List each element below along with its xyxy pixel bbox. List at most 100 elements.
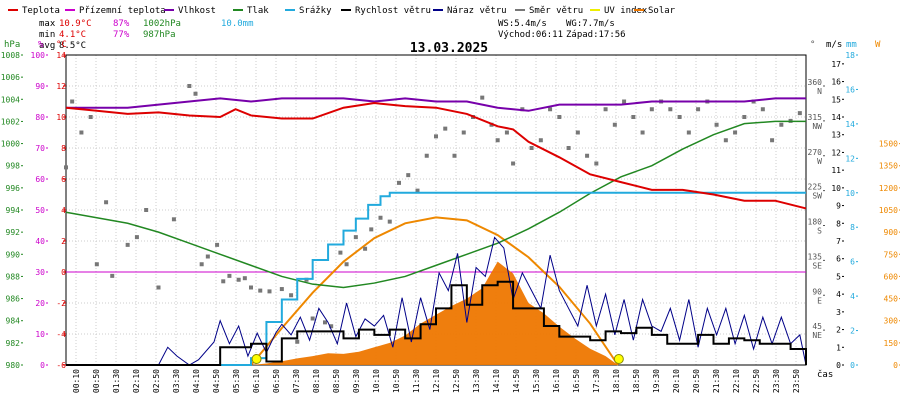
y-tick-pct: 30 [35,268,45,277]
y-tick-temp: -6 [56,361,66,370]
dir-point [649,107,654,112]
dir-point [236,277,241,282]
y-tick-hpa: 1002 [1,117,20,126]
stats-sunset: Západ:17:56 [566,30,626,40]
y-axis-title-mm: mm [846,40,857,50]
y-tick-deg-part: SW [812,192,822,201]
y-tick-pct: 100 [31,51,46,60]
stats-wg: WG:7.7m/s [566,19,615,29]
x-tick-label: 15:30 [532,369,541,393]
y-tick-temp: 14 [56,51,66,60]
stats-max-label: max [39,19,56,29]
y-tick-deg: 270 W [808,148,823,166]
y-tick-w: 1200 [879,184,898,193]
stats-min-hum: 77% [113,30,130,40]
x-tick-label: 05:30 [232,369,241,393]
y-tick-hpa: 1004 [1,95,20,104]
y-tick-deg-part: 90 [812,287,822,296]
dir-point [242,276,247,281]
stats-min-press: 987hPa [143,30,176,40]
x-tick-label: 12:10 [432,369,441,393]
y-tick-mm: 4 [850,292,855,301]
dir-point [443,126,448,131]
y-tick-pct: 10 [35,330,45,339]
x-tick-label: 06:50 [272,369,281,393]
y-tick-deg-part: 225 [808,183,823,192]
y-tick-w: 150 [884,339,899,348]
series-humidity [66,97,806,112]
dir-point [538,138,543,143]
y-tick-ms: 9 [836,202,841,211]
y-tick-hpa: 986 [6,295,21,304]
x-tick-label: 07:30 [292,369,301,393]
x-tick-label: 00:50 [92,369,101,393]
dir-point [110,273,115,278]
x-tick-label: 17:30 [592,369,601,393]
dir-point [511,161,516,166]
stats-ws: WS:5.4m/s [498,19,547,29]
dir-point [797,111,802,116]
dir-point [733,130,738,135]
y-tick-mm: 10 [845,189,855,198]
dir-point [353,235,358,240]
dir-point [215,242,220,247]
dir-point [566,146,571,150]
y-tick-temp: -4 [56,330,66,339]
legend-label-rain: Srážky [299,6,332,16]
y-tick-deg-part: E [817,296,822,305]
stats-max-rain: 10.0mm [221,19,254,29]
stats-min-temp: 4.1°C [59,30,86,40]
y-tick-deg-part: N [817,87,822,96]
legend-label-uv: UV index [604,6,648,16]
dir-point [760,107,765,112]
x-tick-label: 08:10 [312,369,321,393]
y-tick-deg-part: 135 [808,252,823,261]
y-tick-ms: 7 [836,237,841,246]
y-tick-w: 900 [884,228,899,237]
x-tick-label: 00:10 [72,369,81,393]
dir-point [779,122,784,127]
y-tick-ms: 14 [831,113,841,122]
dir-point [289,293,294,298]
y-tick-hpa: 1000 [1,140,20,149]
y-tick-ms: 8 [836,219,841,228]
y-tick-hpa: 992 [6,228,21,237]
legend-label-hum: Vlhkost [178,6,216,16]
stats-max-temp: 10.9°C [59,19,92,29]
y-tick-w: 750 [884,250,899,259]
y-tick-deg: 90 E [812,287,822,305]
stats-min-label: min [39,30,55,40]
y-tick-pct: 50 [35,206,45,215]
legend-label-wind: Rychlost větru [355,6,431,16]
dir-point [249,285,253,290]
y-tick-w: 1500 [879,140,898,149]
x-tick-label: 20:10 [672,369,681,393]
y-tick-hpa: 988 [6,272,21,281]
y-tick-mm: 2 [850,327,855,336]
dir-point [594,161,599,166]
y-tick-temp: 12 [56,82,66,91]
dir-point [461,130,466,135]
y-tick-pct: 80 [35,113,45,122]
legend: Teplota Přízemní teplota Vlhkost Tlak Srážky… [8,6,676,16]
x-tick-label: 13:30 [472,369,481,393]
y-tick-w: 450 [884,295,899,304]
x-tick-label: 06:10 [252,369,261,393]
dir-point [267,289,272,294]
y-tick-hpa: 998 [6,162,21,171]
y-axis-title-temp: °C [56,40,67,50]
x-tick-label: 14:10 [492,369,501,393]
y-tick-hpa: 990 [6,250,21,259]
dir-point [495,138,500,143]
sunrise-marker [251,354,262,364]
chart-title: 13.03.2025 [410,41,488,56]
y-tick-deg-part: 315 [808,113,823,122]
dir-point [397,180,401,185]
x-tick-label: 04:50 [212,369,221,393]
dir-point [406,173,411,178]
dir-point [199,262,204,267]
y-tick-ms: 10 [831,184,841,193]
y-tick-deg-part: S [817,227,822,236]
x-tick-label: 16:50 [572,369,581,393]
